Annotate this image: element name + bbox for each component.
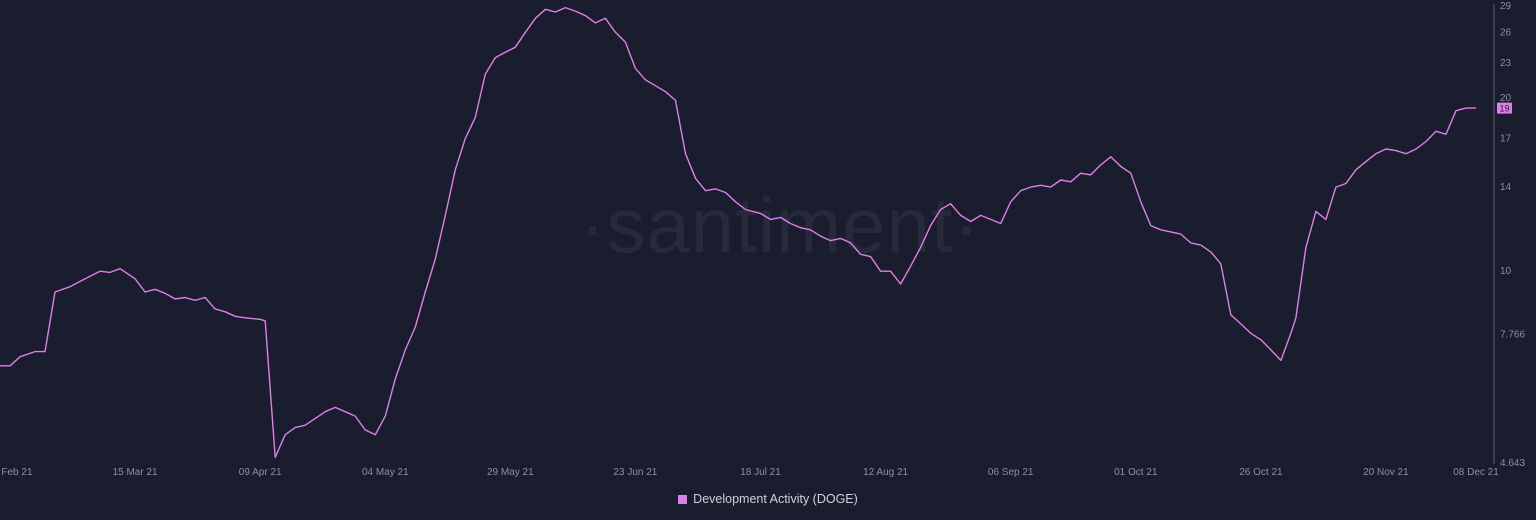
legend[interactable]: Development Activity (DOGE) (0, 492, 1536, 506)
y-tick-label: 29 (1500, 1, 1512, 12)
y-tick-label: 4.643 (1500, 458, 1525, 469)
x-tick-label: 08 Dec 21 (1453, 467, 1499, 478)
y-tick-label: 7.766 (1500, 329, 1525, 340)
y-tick-label: 20 (1500, 93, 1512, 104)
legend-label: Development Activity (DOGE) (693, 492, 858, 506)
y-axis: 29 26 23 20 17 14 10 7.766 4.643 (1500, 1, 1525, 469)
y-tick-label: 10 (1500, 266, 1512, 277)
last-value-badge: 19 (1497, 102, 1512, 114)
legend-swatch (678, 495, 688, 504)
last-value-badge-bg (1497, 102, 1512, 114)
x-tick-label: 23 Jun 21 (613, 467, 657, 478)
y-tick-label: 14 (1500, 182, 1512, 193)
x-tick-label: 15 Mar 21 (113, 467, 158, 478)
x-tick-label: 01 Oct 21 (1114, 467, 1158, 478)
x-tick-label: 18 Feb 21 (0, 467, 33, 478)
plot-area[interactable] (0, 6, 1476, 458)
y-tick-label: 23 (1500, 58, 1512, 69)
x-tick-label: 09 Apr 21 (239, 467, 282, 478)
x-axis: 18 Feb 21 15 Mar 21 09 Apr 21 04 May 21 29 M… (0, 467, 1499, 478)
x-tick-label: 29 May 21 (487, 467, 534, 478)
y-tick-label: 26 (1500, 27, 1512, 38)
santiment-watermark: ·santiment· (579, 181, 980, 269)
x-tick-label: 06 Sep 21 (988, 467, 1034, 478)
x-tick-label: 18 Jul 21 (740, 467, 781, 478)
y-tick-label: 17 (1500, 134, 1512, 145)
last-value-text: 19 (1499, 104, 1509, 114)
x-tick-label: 12 Aug 21 (863, 467, 908, 478)
x-tick-label: 04 May 21 (362, 467, 409, 478)
series-line-0 (0, 6, 1476, 458)
x-tick-label: 20 Nov 21 (1363, 467, 1409, 478)
x-tick-label: 26 Oct 21 (1239, 467, 1283, 478)
